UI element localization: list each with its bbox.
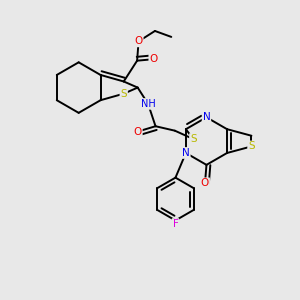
Text: O: O [201,178,209,188]
Text: N: N [202,112,210,122]
Text: S: S [248,141,255,152]
Text: O: O [134,36,143,46]
Text: F: F [172,219,178,229]
Text: O: O [149,54,158,64]
Text: S: S [120,89,127,99]
Text: NH: NH [141,99,155,109]
Text: N: N [182,148,190,158]
Text: S: S [190,134,196,144]
Text: O: O [134,127,142,136]
